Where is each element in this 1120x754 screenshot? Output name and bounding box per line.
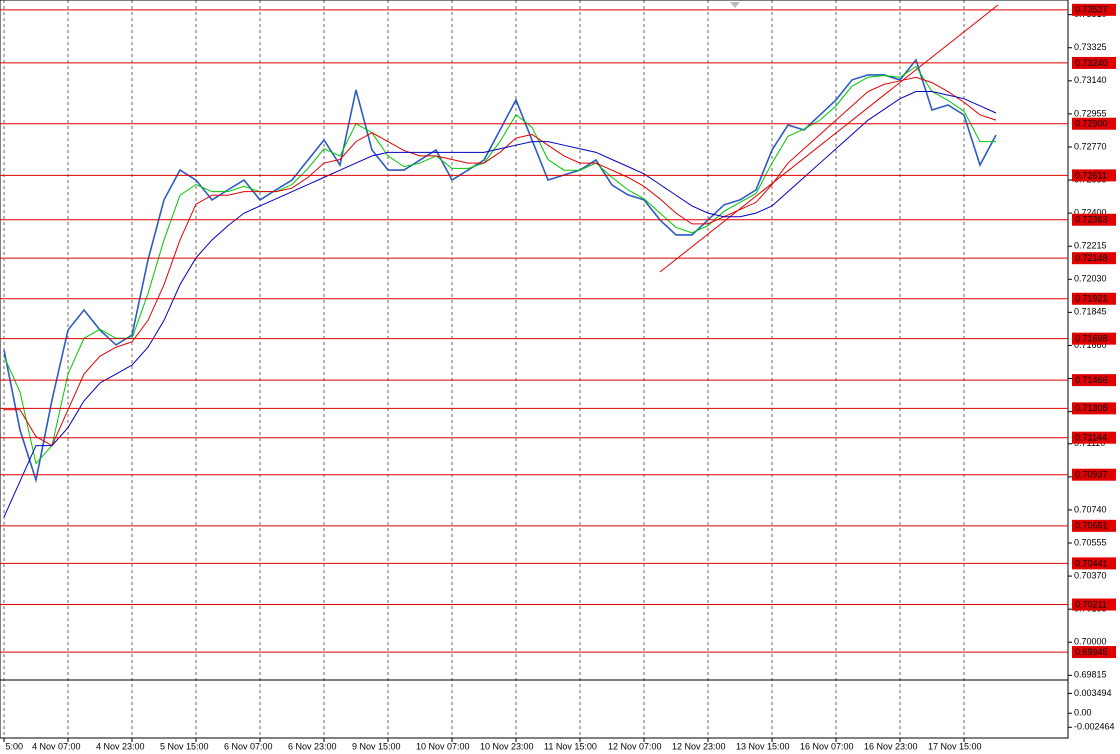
level-tag <box>1072 3 1116 16</box>
level-tag <box>1072 332 1116 345</box>
x-tick-label: 6 Nov 07:00 <box>224 741 273 751</box>
x-tick-label: 4 Nov 07:00 <box>32 741 81 751</box>
level-label: 0.71144 <box>1075 433 1107 443</box>
level-tag <box>1072 117 1116 130</box>
x-tick-label: 12 Nov 07:00 <box>608 741 662 751</box>
level-tag <box>1072 431 1116 444</box>
level-label: 0.72900 <box>1075 119 1108 129</box>
trend-line <box>659 4 999 273</box>
price-line <box>3 58 997 484</box>
level-tag <box>1072 56 1116 69</box>
y-tick-label: 0.70000 <box>1074 637 1107 647</box>
y-tick-label: 0.73325 <box>1074 42 1107 52</box>
y-tick-label: 0.71660 <box>1074 340 1107 350</box>
x-tick-label: 4 Nov 23:00 <box>96 741 145 751</box>
level-label: 0.70937 <box>1075 470 1108 480</box>
y-tick-label: -0.002464 <box>1074 722 1115 732</box>
shift-marker <box>730 2 740 8</box>
level-label: 0.72611 <box>1075 170 1107 180</box>
level-tag <box>1072 557 1116 570</box>
moving-average <box>3 91 997 518</box>
y-tick-label: 0.72770 <box>1074 141 1107 151</box>
y-tick-label: 0.70740 <box>1074 504 1107 514</box>
y-tick-label: 0.70555 <box>1074 537 1107 547</box>
level-label: 0.73240 <box>1075 58 1108 68</box>
y-tick-label: 0.00 <box>1074 708 1092 718</box>
x-tick-label: 12 Nov 23:00 <box>672 741 726 751</box>
level-label: 0.72363 <box>1075 215 1108 225</box>
x-tick-label: 5 Nov 15:00 <box>160 741 209 751</box>
plot-frame <box>0 0 1069 739</box>
moving-average <box>4 76 997 447</box>
x-tick-label: 5:00 <box>5 741 23 751</box>
level-tag <box>1072 292 1116 305</box>
y-tick-label: 0.72400 <box>1074 208 1107 218</box>
x-tick-label: 10 Nov 23:00 <box>480 741 534 751</box>
x-tick-label: 16 Nov 23:00 <box>864 741 918 751</box>
y-tick-label: 0.72955 <box>1074 108 1107 118</box>
level-label: 0.71466 <box>1075 375 1108 385</box>
y-tick-label: 0.71845 <box>1074 307 1107 317</box>
level-label: 0.71308 <box>1075 403 1108 413</box>
x-tick-label: 11 Nov 15:00 <box>544 741 597 751</box>
level-tag <box>1072 519 1116 532</box>
x-tick-label: 16 Nov 07:00 <box>800 741 854 751</box>
level-label: 0.69945 <box>1075 647 1108 657</box>
level-label: 0.71698 <box>1075 334 1108 344</box>
level-label: 0.73537 <box>1075 5 1108 15</box>
level-tag <box>1072 252 1116 265</box>
level-label: 0.70651 <box>1075 521 1108 531</box>
y-tick-label: 0.72215 <box>1074 241 1107 251</box>
level-label: 0.70441 <box>1075 558 1108 568</box>
level-tag <box>1072 169 1116 182</box>
y-tick-label: 0.72030 <box>1074 274 1107 284</box>
level-tag <box>1072 402 1116 415</box>
x-tick-label: 13 Nov 15:00 <box>736 741 790 751</box>
level-label: 0.72148 <box>1075 253 1108 263</box>
x-tick-label: 6 Nov 23:00 <box>288 741 337 751</box>
level-tag <box>1072 213 1116 226</box>
level-tag <box>1072 598 1116 611</box>
level-tag <box>1072 646 1116 659</box>
x-tick-label: 9 Nov 15:00 <box>352 741 401 751</box>
level-tag <box>1072 468 1116 481</box>
y-tick-label: 0.70370 <box>1074 570 1107 580</box>
x-tick-label: 10 Nov 07:00 <box>416 741 470 751</box>
moving-average <box>3 65 996 465</box>
level-label: 0.71921 <box>1075 294 1108 304</box>
level-tag <box>1072 374 1116 387</box>
y-tick-label: 0.69815 <box>1074 670 1107 680</box>
x-tick-label: 17 Nov 15:00 <box>928 741 982 751</box>
level-label: 0.70211 <box>1075 599 1107 609</box>
y-tick-label: 0.003494 <box>1074 688 1112 698</box>
y-tick-label: 0.73140 <box>1074 75 1107 85</box>
